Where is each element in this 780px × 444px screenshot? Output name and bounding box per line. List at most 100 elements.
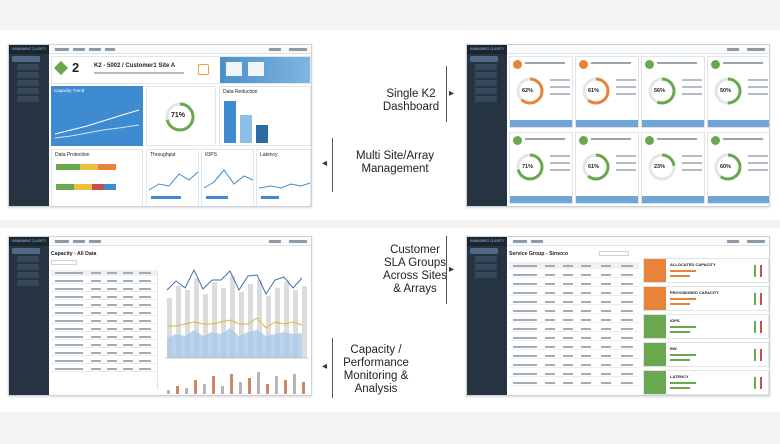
system-card[interactable]: 71% — [509, 132, 573, 204]
chart-bar — [257, 372, 260, 394]
sidebar-item[interactable] — [475, 256, 497, 262]
nav-link[interactable] — [89, 240, 101, 243]
table-row[interactable] — [509, 280, 639, 287]
sidebar-item[interactable] — [17, 280, 39, 286]
table-row[interactable] — [509, 370, 639, 377]
table-row[interactable] — [51, 358, 157, 364]
nav-link[interactable] — [105, 48, 115, 51]
nav-link[interactable] — [73, 48, 85, 51]
table-row[interactable] — [509, 334, 639, 341]
table-row[interactable] — [509, 325, 639, 332]
card-metric — [682, 169, 702, 171]
sidebar-item[interactable] — [475, 64, 497, 70]
kpi-row[interactable]: ALLOCATED CAPACITY — [643, 258, 769, 283]
sidebar-item[interactable] — [17, 72, 39, 78]
sidebar-item[interactable] — [17, 88, 39, 94]
system-card[interactable]: 56% — [641, 56, 705, 128]
kpi-metric — [670, 298, 696, 300]
table-row[interactable] — [51, 350, 157, 356]
table-row[interactable] — [51, 342, 157, 348]
kpi-row[interactable]: IOPS — [643, 314, 769, 339]
card-metric — [616, 155, 636, 157]
user-menu[interactable] — [727, 240, 739, 243]
utilization-value: 61% — [588, 88, 600, 94]
sidebar-item[interactable] — [17, 96, 39, 102]
table-row[interactable] — [509, 352, 639, 359]
chart-bar — [203, 294, 208, 358]
nav-link[interactable] — [55, 240, 69, 243]
table-cell — [601, 327, 611, 330]
settings-link[interactable] — [747, 240, 765, 243]
table-row[interactable] — [509, 361, 639, 368]
sidebar-item[interactable] — [475, 272, 497, 278]
nav-link[interactable] — [55, 48, 69, 51]
sidebar-item[interactable] — [12, 56, 40, 62]
table-row[interactable] — [509, 271, 639, 278]
table-row[interactable] — [509, 298, 639, 305]
user-menu[interactable] — [269, 240, 281, 243]
kpi-row[interactable]: LATENCY — [643, 370, 769, 395]
table-cell — [621, 264, 633, 267]
banner-tile[interactable] — [248, 62, 264, 76]
table-cell — [563, 309, 573, 312]
sidebar-item[interactable] — [12, 248, 40, 254]
table-row[interactable] — [51, 318, 157, 324]
connector-line — [446, 66, 447, 122]
filter-dropdown[interactable] — [51, 260, 77, 265]
sidebar-item[interactable] — [17, 272, 39, 278]
system-card[interactable]: 23% — [641, 132, 705, 204]
system-card[interactable]: 62% — [509, 56, 573, 128]
table-row[interactable] — [509, 343, 639, 350]
system-card[interactable]: 61% — [575, 132, 639, 204]
table-row[interactable] — [51, 278, 157, 284]
table-row[interactable] — [509, 316, 639, 323]
table-row[interactable] — [509, 379, 639, 386]
table-row[interactable] — [51, 270, 157, 276]
kpi-icon — [644, 371, 666, 394]
settings-link[interactable] — [289, 48, 307, 51]
table-row[interactable] — [51, 302, 157, 308]
sidebar-item[interactable] — [17, 80, 39, 86]
sidebar-item[interactable] — [475, 88, 497, 94]
table-row[interactable] — [509, 289, 639, 296]
banner-tile[interactable] — [226, 62, 242, 76]
nav-link[interactable] — [513, 240, 527, 243]
kpi-label: ALLOCATED CAPACITY — [670, 262, 716, 267]
system-card[interactable]: 60% — [707, 132, 769, 204]
top-nav — [507, 237, 769, 246]
table-row[interactable] — [51, 286, 157, 292]
table-row[interactable] — [51, 294, 157, 300]
settings-link[interactable] — [289, 240, 307, 243]
nav-link[interactable] — [73, 240, 85, 243]
nav-link[interactable] — [89, 48, 101, 51]
table-cell — [621, 318, 633, 321]
sidebar-item[interactable] — [475, 72, 497, 78]
data-reduction-title: Data Reduction — [223, 89, 258, 95]
user-menu[interactable] — [269, 48, 281, 51]
sidebar-item[interactable] — [475, 80, 497, 86]
table-row[interactable] — [509, 262, 639, 269]
table-row[interactable] — [51, 366, 157, 372]
table-row[interactable] — [51, 310, 157, 316]
sidebar-item[interactable] — [470, 56, 498, 62]
table-row[interactable] — [51, 334, 157, 340]
system-card[interactable]: 50% — [707, 56, 769, 128]
sidebar-item[interactable] — [17, 264, 39, 270]
alert-icon[interactable] — [198, 64, 209, 75]
table-row[interactable] — [509, 307, 639, 314]
table-row[interactable] — [51, 326, 157, 332]
table-cell — [123, 304, 133, 306]
settings-link[interactable] — [747, 48, 765, 51]
sidebar-item[interactable] — [470, 248, 498, 254]
kpi-row[interactable]: BW — [643, 342, 769, 367]
system-card[interactable]: 61% — [575, 56, 639, 128]
user-menu[interactable] — [727, 48, 739, 51]
sidebar-item[interactable] — [475, 264, 497, 270]
sidebar-item[interactable] — [17, 256, 39, 262]
nav-link[interactable] — [531, 240, 543, 243]
kpi-row[interactable]: PROVISIONED CAPACITY — [643, 286, 769, 311]
sidebar-item[interactable] — [475, 96, 497, 102]
protection-bar — [56, 184, 116, 190]
sidebar-item[interactable] — [17, 64, 39, 70]
group-dropdown[interactable] — [599, 251, 629, 256]
